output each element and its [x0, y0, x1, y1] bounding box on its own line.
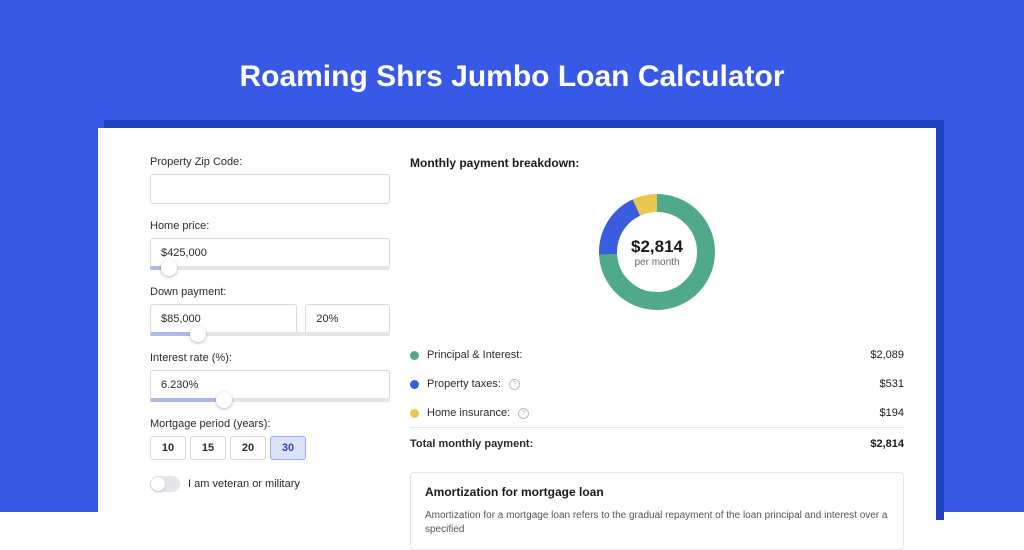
down-payment-pct-input[interactable]: [305, 304, 390, 334]
breakdown-total-row: Total monthly payment: $2,814: [410, 427, 904, 458]
slider-thumb[interactable]: [190, 326, 206, 342]
breakdown-label: Home insurance:: [427, 407, 510, 419]
period-button-20[interactable]: 20: [230, 436, 266, 460]
down-payment-label: Down payment:: [150, 286, 390, 298]
breakdown-label: Property taxes:: [427, 378, 501, 390]
slider-thumb[interactable]: [216, 392, 232, 408]
down-payment-slider[interactable]: [150, 332, 390, 336]
breakdown-value: $194: [880, 407, 904, 419]
breakdown-row: Home insurance:? $194: [410, 398, 904, 427]
breakdown-title: Monthly payment breakdown:: [410, 156, 904, 170]
toggle-thumb: [151, 477, 165, 491]
home-price-label: Home price:: [150, 220, 390, 232]
donut-chart: $2,814 per month: [597, 192, 717, 312]
info-icon[interactable]: ?: [518, 408, 529, 419]
period-group: Mortgage period (years): 10152030: [150, 418, 390, 460]
home-price-slider[interactable]: [150, 266, 390, 270]
zip-input[interactable]: [150, 174, 390, 204]
amortization-card: Amortization for mortgage loan Amortizat…: [410, 472, 904, 550]
amortization-text: Amortization for a mortgage loan refers …: [425, 509, 889, 537]
total-value: $2,814: [870, 438, 904, 450]
veteran-row: I am veteran or military: [150, 476, 390, 492]
period-button-30[interactable]: 30: [270, 436, 306, 460]
home-price-group: Home price:: [150, 220, 390, 270]
period-label: Mortgage period (years):: [150, 418, 390, 430]
interest-input[interactable]: [150, 370, 390, 400]
interest-group: Interest rate (%):: [150, 352, 390, 402]
breakdown-value: $2,089: [870, 349, 904, 361]
breakdown-column: Monthly payment breakdown: $2,814 per mo…: [410, 156, 904, 528]
info-icon[interactable]: ?: [509, 379, 520, 390]
form-column: Property Zip Code: Home price: Down paym…: [150, 156, 390, 528]
period-button-10[interactable]: 10: [150, 436, 186, 460]
breakdown-row: Principal & Interest: $2,089: [410, 340, 904, 369]
breakdown-list: Principal & Interest: $2,089 Property taxe…: [410, 340, 904, 427]
veteran-label: I am veteran or military: [188, 478, 300, 490]
page-background: Roaming Shrs Jumbo Loan Calculator Prope…: [0, 0, 1024, 512]
interest-label: Interest rate (%):: [150, 352, 390, 364]
donut-amount: $2,814: [631, 237, 683, 257]
page-title: Roaming Shrs Jumbo Loan Calculator: [0, 0, 1024, 124]
slider-thumb[interactable]: [161, 260, 177, 276]
breakdown-value: $531: [880, 378, 904, 390]
veteran-toggle[interactable]: [150, 476, 180, 492]
total-label: Total monthly payment:: [410, 438, 533, 450]
legend-dot: [410, 380, 419, 389]
down-payment-input[interactable]: [150, 304, 297, 334]
interest-slider[interactable]: [150, 398, 390, 402]
donut-sub: per month: [634, 257, 679, 268]
calculator-card: Property Zip Code: Home price: Down paym…: [98, 128, 936, 528]
donut-center: $2,814 per month: [597, 192, 717, 312]
amortization-title: Amortization for mortgage loan: [425, 485, 889, 499]
breakdown-row: Property taxes:? $531: [410, 369, 904, 398]
home-price-input[interactable]: [150, 238, 390, 268]
donut-wrap: $2,814 per month: [410, 182, 904, 322]
breakdown-label: Principal & Interest:: [427, 349, 522, 361]
legend-dot: [410, 351, 419, 360]
down-payment-group: Down payment:: [150, 286, 390, 336]
legend-dot: [410, 409, 419, 418]
period-button-15[interactable]: 15: [190, 436, 226, 460]
zip-label: Property Zip Code:: [150, 156, 390, 168]
zip-group: Property Zip Code:: [150, 156, 390, 204]
